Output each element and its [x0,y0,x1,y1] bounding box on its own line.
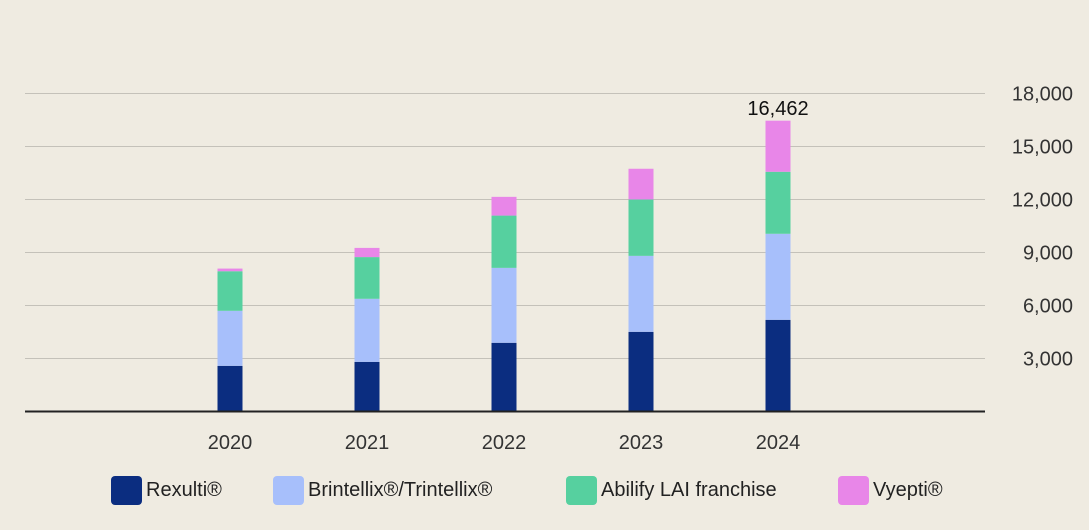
bar-segment [765,120,791,172]
bar-segment [354,298,380,362]
legend: Rexulti® Brintellix®/Trintellix® Abilify L… [0,476,1089,508]
x-tick-label: 2020 [208,432,253,454]
bar-segment [217,365,243,412]
legend-item: Abilify LAI franchise [566,476,777,505]
x-tick-label: 2022 [482,432,527,454]
bar-segment [628,331,654,412]
bar-segment [628,199,654,256]
bar-segment [217,310,243,366]
legend-item: Rexulti® [111,476,222,505]
legend-label: Rexulti® [146,479,222,501]
bar-segment [491,196,517,216]
bar-segment [491,215,517,268]
bar-segment [765,233,791,320]
y-tick-label: 18,000 [1012,84,1073,106]
bar-segment [217,271,243,311]
legend-swatch [566,476,597,505]
bar-segment [628,168,654,200]
bar-segment [628,255,654,332]
y-tick-label: 6,000 [1023,296,1073,318]
bar-segment [354,247,380,258]
bar-segment [491,342,517,412]
legend-swatch [273,476,304,505]
bar-segment [354,361,380,412]
y-tick-label: 3,000 [1023,349,1073,371]
legend-label: Vyepti® [873,479,943,501]
legend-label: Abilify LAI franchise [601,479,777,501]
y-tick-label: 9,000 [1023,243,1073,265]
legend-item: Brintellix®/Trintellix® [273,476,492,505]
x-tick-label: 2023 [619,432,664,454]
bar-segment [217,268,243,272]
bar-segment [765,319,791,412]
bar-segment [765,171,791,234]
x-tick-label: 2024 [756,432,801,454]
legend-swatch [111,476,142,505]
y-tick-label: 15,000 [1012,137,1073,159]
legend-item: Vyepti® [838,476,943,505]
stacked-bar-chart: 3,000 6,000 9,000 12,000 15,000 18,000 2020 202… [25,84,1073,454]
x-tick-label: 2021 [345,432,390,454]
bar-segment [491,267,517,343]
legend-swatch [838,476,869,505]
bar-segment [354,257,380,299]
legend-label: Brintellix®/Trintellix® [308,479,493,501]
total-data-label: 16,462 [747,98,808,120]
y-tick-label: 12,000 [1012,190,1073,212]
